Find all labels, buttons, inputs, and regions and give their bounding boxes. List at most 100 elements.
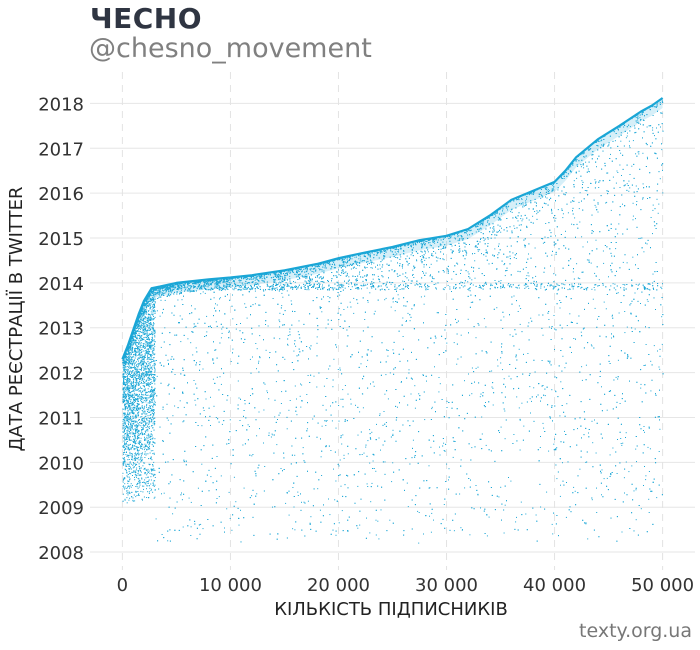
data-point (343, 454, 345, 456)
data-point (343, 457, 345, 459)
data-point (339, 284, 341, 286)
data-point (233, 289, 235, 291)
data-point (261, 279, 263, 281)
data-point (186, 289, 188, 291)
data-point (611, 315, 613, 317)
data-point (327, 262, 329, 264)
data-point (654, 135, 655, 137)
data-point (369, 532, 371, 534)
data-point (620, 152, 622, 154)
data-point (311, 280, 313, 282)
data-point (419, 286, 420, 288)
data-point (471, 279, 473, 281)
data-point (619, 403, 621, 404)
data-point (481, 253, 482, 255)
data-point (387, 355, 389, 357)
data-point (300, 286, 302, 288)
data-point (449, 237, 451, 239)
data-point (615, 248, 617, 250)
data-point (194, 287, 196, 288)
data-point (338, 287, 340, 289)
data-point (262, 289, 264, 291)
data-point (661, 288, 663, 290)
data-point (246, 278, 248, 280)
data-point (628, 140, 630, 142)
data-point (358, 288, 360, 290)
data-point (370, 259, 371, 261)
data-point (529, 398, 531, 400)
data-point (504, 504, 506, 506)
data-point (485, 444, 487, 446)
data-point (412, 439, 414, 441)
data-point (504, 275, 506, 277)
data-point (379, 264, 381, 266)
data-point (546, 190, 548, 192)
data-point (408, 369, 410, 371)
data-point (439, 383, 441, 385)
data-point (392, 429, 394, 431)
data-point (648, 512, 650, 513)
data-point (376, 423, 377, 425)
data-point (551, 389, 553, 391)
data-point (594, 272, 596, 274)
data-point (179, 291, 181, 293)
data-point (427, 251, 429, 253)
data-point (286, 428, 288, 430)
data-point (370, 253, 371, 255)
data-point (577, 166, 579, 167)
data-point (552, 533, 554, 535)
data-point (517, 311, 519, 312)
data-point (347, 306, 349, 308)
data-point (409, 320, 411, 322)
data-point (221, 332, 223, 334)
data-point (246, 317, 248, 319)
data-point (416, 260, 418, 262)
data-point (589, 171, 590, 173)
data-point (488, 224, 490, 226)
data-point (369, 462, 371, 464)
data-point (495, 282, 497, 284)
data-point (333, 468, 334, 470)
data-point (238, 277, 240, 279)
data-point (273, 279, 275, 281)
data-point (625, 432, 627, 434)
data-point (235, 287, 237, 289)
data-point (301, 384, 303, 386)
data-point (281, 276, 283, 278)
data-point (429, 487, 431, 489)
data-point (268, 398, 270, 400)
data-point (193, 285, 194, 287)
data-point (276, 444, 278, 446)
data-point (457, 263, 459, 265)
data-point (635, 519, 637, 521)
data-point (647, 446, 649, 448)
data-point (272, 506, 273, 508)
data-point (454, 441, 456, 442)
data-point (313, 285, 315, 287)
data-point (400, 247, 402, 249)
data-point (417, 510, 419, 512)
data-point (322, 284, 323, 286)
data-point (155, 298, 157, 300)
data-point (601, 469, 603, 471)
data-point (326, 420, 328, 421)
data-point (252, 454, 254, 455)
data-point (423, 375, 424, 376)
data-point (574, 217, 576, 219)
data-point (216, 498, 218, 499)
data-point (357, 527, 359, 529)
data-point (460, 527, 462, 529)
data-point (274, 416, 276, 418)
data-point (232, 288, 234, 290)
data-point (600, 140, 602, 142)
data-point (457, 236, 459, 238)
data-point (321, 425, 323, 427)
data-point (580, 166, 582, 168)
data-point (573, 180, 575, 182)
data-point (392, 298, 394, 300)
data-point (522, 204, 524, 206)
data-point (496, 284, 498, 285)
data-point (195, 347, 197, 349)
data-point (560, 484, 561, 486)
data-point (562, 355, 564, 357)
